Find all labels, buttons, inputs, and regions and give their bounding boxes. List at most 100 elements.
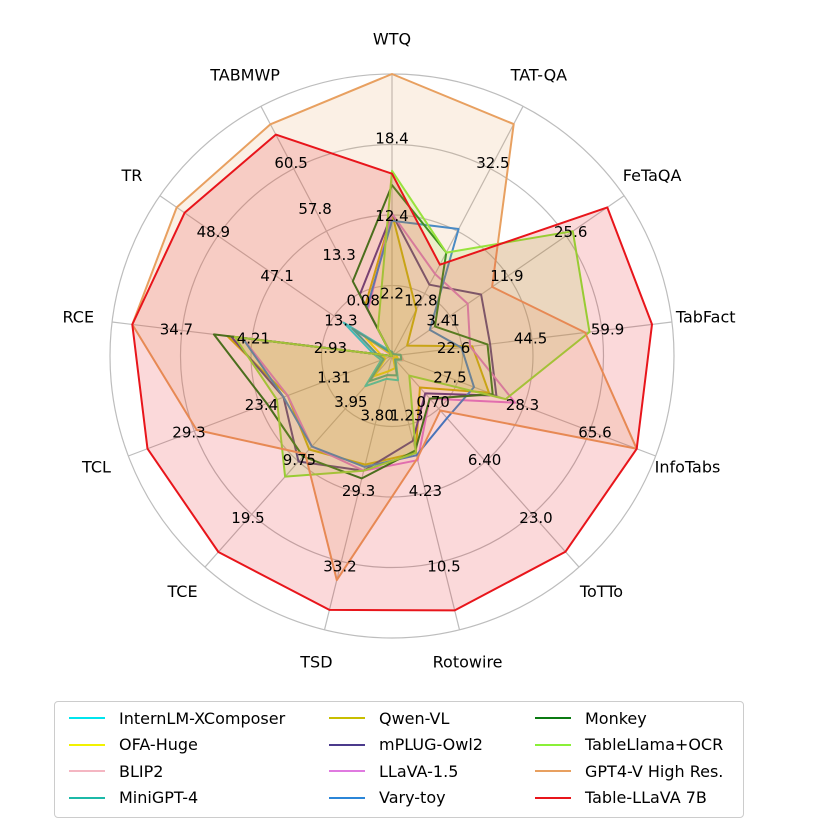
legend-label: LLaVA-1.5 xyxy=(379,761,459,781)
legend-label: Table-LLaVA 7B xyxy=(585,788,707,807)
value-label: 29.3 xyxy=(342,482,375,500)
value-label: 2.2 xyxy=(380,285,404,303)
value-labels: 2.2 12.4 18.4 12.8 32.5 3.41 11.9 25.6 22.6 44.5 5… xyxy=(160,129,625,575)
axis-label-tabmwp: TABMWP xyxy=(209,66,280,85)
axis-spoke-tcl xyxy=(128,355,393,457)
axis-label-rotowire: Rotowire xyxy=(433,652,503,671)
value-label: 0.08 xyxy=(346,292,379,310)
value-label: 29.3 xyxy=(172,424,205,442)
value-label: 18.4 xyxy=(375,129,408,147)
value-label: 65.6 xyxy=(578,424,611,442)
legend-label: mPLUG-Owl2 xyxy=(379,735,483,754)
value-label: 0.70 xyxy=(416,393,449,411)
legend-label: Vary-toy xyxy=(379,788,446,807)
value-label: 2.93 xyxy=(314,339,347,357)
legend-swatch xyxy=(535,796,571,799)
value-label: 12.4 xyxy=(375,207,408,225)
value-label: 33.2 xyxy=(323,557,356,575)
axis-label-tcl: TCL xyxy=(81,458,111,477)
value-label: 12.8 xyxy=(404,292,437,310)
value-label: 3.80 xyxy=(360,407,393,425)
axis-spoke-infotabs xyxy=(391,355,656,457)
legend-swatch xyxy=(535,770,571,772)
legend-swatch xyxy=(329,743,365,746)
value-label: 3.41 xyxy=(426,311,459,329)
axis-label-tce: TCE xyxy=(166,582,197,601)
value-label: 4.23 xyxy=(409,482,442,500)
radar-series xyxy=(131,73,653,612)
legend-swatch xyxy=(329,717,365,719)
value-label: 60.5 xyxy=(274,154,307,172)
legend: InternLM-XComposer OFA-Huge BLIP2 MiniGPT-4… xyxy=(54,701,744,818)
axis-label-wtq: WTQ xyxy=(373,30,411,49)
legend-item-internlm-xcomposer: InternLM-XComposer xyxy=(69,706,285,730)
legend-item-minigpt-4: MiniGPT-4 xyxy=(69,786,198,810)
series-tablellama-ocr xyxy=(233,169,591,478)
legend-swatch xyxy=(535,743,571,746)
legend-swatch xyxy=(69,717,105,719)
value-label: 9.75 xyxy=(283,451,316,469)
axis-label-fetaqa: FeTaQA xyxy=(623,166,682,185)
value-label: 6.40 xyxy=(468,451,501,469)
legend-item-ofa-huge: OFA-Huge xyxy=(69,733,198,757)
value-label: 28.3 xyxy=(506,396,539,414)
axis-label-tsd: TSD xyxy=(299,652,332,671)
legend-label: Monkey xyxy=(585,708,647,728)
value-label: 25.6 xyxy=(554,223,587,241)
value-label: 23.4 xyxy=(245,396,278,414)
series-gpt4-v-high-res xyxy=(131,73,638,582)
value-label: 44.5 xyxy=(514,330,547,348)
value-label: 13.3 xyxy=(322,246,355,264)
value-label: 57.8 xyxy=(298,200,331,218)
value-label: 22.6 xyxy=(437,339,470,357)
legend-swatch xyxy=(329,770,365,772)
value-label: 1.31 xyxy=(317,369,350,387)
legend-item-tablellama-ocr: TableLlama+OCR xyxy=(535,733,723,757)
value-label: 4.21 xyxy=(237,330,270,348)
value-label: 23.0 xyxy=(519,509,552,527)
value-label: 10.5 xyxy=(427,557,460,575)
legend-item-llava-1-5: LLaVA-1.5 xyxy=(329,759,458,783)
legend-label: Qwen-VL xyxy=(379,708,450,728)
axis-labels: WTQ TAT-QA FeTaQA TabFact InfoTabs ToTTo Rotow… xyxy=(62,30,735,672)
axis-label-rce: RCE xyxy=(62,307,94,326)
legend-swatch xyxy=(69,770,105,772)
legend-label: BLIP2 xyxy=(119,761,164,781)
axis-label-tr: TR xyxy=(120,166,142,185)
value-label: 11.9 xyxy=(490,267,523,285)
axis-label-totto: ToTTo xyxy=(579,582,623,601)
axis-spoke-totto xyxy=(391,355,580,568)
legend-item-vary-toy: Vary-toy xyxy=(329,786,446,810)
legend-label: MiniGPT-4 xyxy=(119,788,199,807)
legend-swatch xyxy=(69,796,105,799)
axis-label-tat-qa: TAT-QA xyxy=(510,66,567,85)
axis-spoke-tsd xyxy=(323,355,393,630)
value-label: 13.3 xyxy=(324,311,357,329)
legend-item-table-llava-7b: Table-LLaVA 7B xyxy=(535,786,707,810)
value-label: 1.23 xyxy=(390,407,423,425)
value-label: 32.5 xyxy=(476,154,509,172)
value-label: 27.5 xyxy=(433,369,466,387)
value-label: 19.5 xyxy=(231,509,264,527)
axis-label-tabfact: TabFact xyxy=(675,307,736,326)
value-label: 59.9 xyxy=(591,320,624,338)
legend-item-mplug-owl2: mPLUG-Owl2 xyxy=(329,733,483,757)
value-label: 47.1 xyxy=(260,267,293,285)
axis-spoke-rotowire xyxy=(391,355,461,630)
value-label: 34.7 xyxy=(160,320,193,338)
axis-spoke-tabfact xyxy=(391,321,673,357)
legend-label: GPT4-V High Res. xyxy=(585,761,724,781)
series-table-llava-7b xyxy=(131,133,653,612)
axis-label-infotabs: InfoTabs xyxy=(655,458,721,477)
value-label: 3.95 xyxy=(334,393,367,411)
legend-label: TableLlama+OCR xyxy=(585,735,724,754)
legend-label: InternLM-XComposer xyxy=(119,708,286,728)
legend-swatch xyxy=(69,743,105,746)
legend-item-monkey: Monkey xyxy=(535,706,647,730)
legend-item-blip2: BLIP2 xyxy=(69,759,163,783)
series-minigpt-4 xyxy=(351,327,403,383)
legend-swatch xyxy=(535,717,571,719)
legend-swatch xyxy=(329,796,365,799)
value-label: 48.9 xyxy=(197,223,230,241)
